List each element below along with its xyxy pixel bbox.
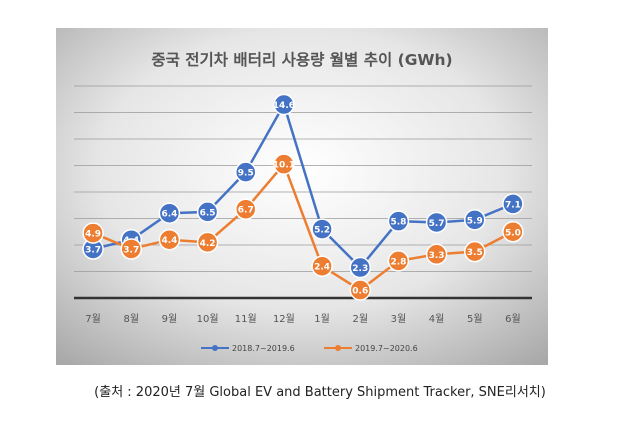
data-label: 5.9 — [467, 216, 483, 226]
data-point — [425, 211, 448, 234]
data-point — [273, 93, 295, 116]
x-tick-label: 1월 — [314, 313, 330, 325]
data-point — [502, 193, 524, 215]
data-label: 4.9 — [85, 230, 101, 240]
data-label: 3.3 — [429, 251, 445, 261]
data-point — [235, 161, 257, 183]
data-point — [349, 256, 371, 279]
data-point — [425, 243, 448, 266]
chart-title: 중국 전기차 배터리 사용량 월별 추이 (GWh) — [151, 50, 452, 69]
x-tick-label: 3월 — [391, 313, 407, 325]
data-point — [158, 228, 181, 251]
data-label: 3.7 — [85, 245, 101, 255]
x-tick-label: 2월 — [352, 313, 368, 325]
data-label: 4.4 — [161, 236, 177, 246]
data-point — [273, 153, 295, 175]
x-tick-label: 4월 — [429, 313, 445, 325]
data-label: 5.8 — [390, 218, 406, 228]
series-2: 4.9 3.7 4.4 4.2 6.7 10.1 2.4 0.6 2.8 3.3 3.5 5.0 — [82, 153, 524, 301]
data-point — [120, 238, 142, 260]
data-label: 0.6 — [352, 287, 368, 297]
data-label: 5.2 — [314, 226, 330, 236]
x-tick-label: 6월 — [505, 313, 521, 325]
legend-label: 2019.7~2020.6 — [355, 344, 418, 353]
x-tick-label: 11월 — [235, 313, 257, 325]
x-tick-label: 7월 — [85, 313, 101, 325]
data-point — [82, 222, 104, 244]
x-tick-label: 12월 — [273, 313, 295, 325]
data-label: 4.2 — [200, 239, 216, 249]
x-tick-label: 10월 — [197, 313, 219, 325]
data-point — [196, 231, 219, 254]
data-label: 6.4 — [161, 210, 177, 220]
data-label: 2.4 — [314, 263, 330, 273]
data-label: 2.3 — [352, 264, 368, 274]
data-point — [464, 209, 486, 231]
data-point — [349, 279, 371, 301]
x-axis: 7월 8월 9월 10월 11월 12월 1월 2월 3월 4월 5월 6월 — [74, 296, 532, 325]
data-point — [387, 250, 410, 272]
data-point — [311, 255, 333, 277]
series-group: 3.74.46.46.59.514.65.22.35.85.75.97.14.9… — [82, 93, 524, 301]
x-tick-label: 9월 — [162, 313, 178, 325]
line-chart: 중국 전기차 배터리 사용량 월별 추이 (GWh) 7월 8월 9월 10월 11월 1… — [56, 28, 548, 365]
legend-swatch-marker — [212, 345, 218, 351]
source-note: (출처 : 2020년 7월 Global EV and Battery Shi… — [94, 385, 546, 400]
legend-item: 2019.7~2020.6 — [324, 344, 418, 353]
data-label: 2.8 — [390, 257, 406, 267]
data-label: 3.7 — [123, 245, 139, 255]
data-point — [311, 218, 333, 240]
chart-background — [56, 28, 548, 365]
data-label: 6.7 — [238, 206, 254, 216]
x-tick-label: 8월 — [123, 313, 139, 325]
data-label: 3.5 — [467, 248, 483, 258]
chart-panel: 중국 전기차 배터리 사용량 월별 추이 (GWh) 7월 8월 9월 10월 11월 1… — [56, 28, 548, 365]
data-point — [235, 198, 257, 220]
data-label: 7.1 — [505, 200, 521, 210]
data-label: 5.0 — [505, 228, 521, 238]
data-point — [502, 221, 524, 243]
legend-item: 2018.7~2019.6 — [201, 344, 295, 353]
legend-label: 2018.7~2019.6 — [232, 344, 295, 353]
data-label: 6.5 — [200, 208, 216, 218]
data-label: 9.5 — [238, 169, 254, 179]
data-point — [158, 202, 181, 224]
legend: 2018.7~2019.6 2019.7~2020.6 — [201, 344, 418, 353]
legend-swatch-marker — [335, 345, 341, 351]
data-point — [387, 210, 410, 232]
data-label: 14.6 — [273, 101, 295, 111]
data-label: 5.7 — [429, 219, 445, 229]
data-point — [196, 201, 219, 223]
data-point — [464, 240, 486, 263]
x-tick-label: 5월 — [467, 313, 483, 325]
data-label: 10.1 — [273, 161, 295, 171]
